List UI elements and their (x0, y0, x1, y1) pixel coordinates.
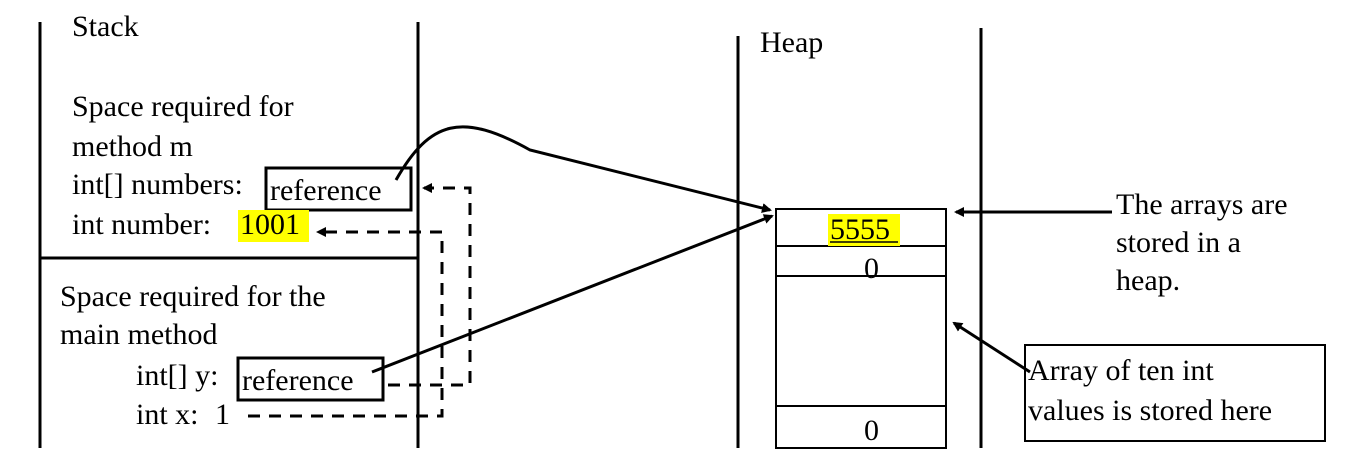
number-value: 1001 (240, 208, 300, 241)
array-note-box (1024, 344, 1326, 442)
heap-note-line1: The arrays are (1116, 188, 1288, 221)
method-m-heading-line1: Space required for (72, 90, 294, 123)
number-highlight (238, 210, 309, 242)
main-heading-line2: main method (60, 318, 217, 351)
heap-cell-9-value: 0 (864, 414, 879, 447)
stack-title: Stack (72, 10, 139, 43)
y-label: int[] y: (136, 359, 219, 392)
heap-array-block (775, 208, 947, 449)
heap-cell-0-highlight (828, 214, 900, 246)
array-note-line2: values is stored here (1028, 394, 1272, 427)
dashed-arrow-y-to-numbers (388, 183, 472, 387)
numbers-label: int[] numbers: (72, 168, 243, 201)
y-reference-value: reference (242, 364, 354, 397)
numbers-reference-box (264, 166, 413, 212)
numbers-reference-value: reference (270, 174, 382, 207)
arrow-y-to-heap (371, 214, 774, 374)
main-heading-line1: Space required for the (60, 280, 326, 313)
heap-note-line3: heap. (1116, 264, 1180, 297)
method-m-heading-line2: method m (72, 130, 193, 163)
arrow-numbers-to-heap (394, 125, 772, 213)
heap-cell-1-value: 0 (864, 252, 879, 285)
heap-cell-0-value: 5555 (830, 213, 890, 246)
heap-note-line2: stored in a (1116, 226, 1241, 259)
x-value: 1 (215, 398, 230, 431)
number-label: int number: (72, 208, 211, 241)
x-label: int x: (136, 398, 199, 431)
heap-title: Heap (760, 26, 823, 59)
array-note-line1: Array of ten int (1028, 354, 1214, 387)
y-reference-box (236, 356, 385, 402)
arrow-array-note (952, 321, 1031, 374)
